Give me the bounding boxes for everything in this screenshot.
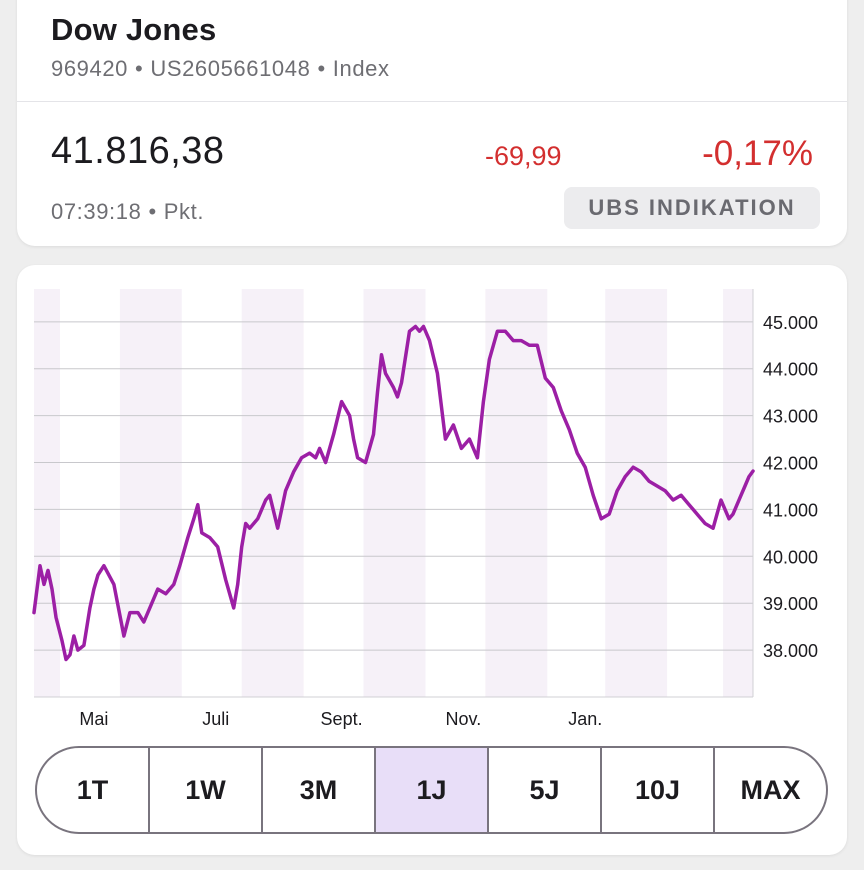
instrument-name: Dow Jones xyxy=(51,12,217,47)
change-percent: -0,17% xyxy=(702,134,813,173)
current-price: 41.816,38 xyxy=(51,130,225,172)
range-button-3m[interactable]: 3M xyxy=(261,748,374,832)
instrument-type: Index xyxy=(332,56,390,81)
range-button-5j[interactable]: 5J xyxy=(487,748,600,832)
x-tick-label: Mai xyxy=(79,709,108,729)
y-tick-label: 45.000 xyxy=(763,313,818,333)
range-button-1t[interactable]: 1T xyxy=(76,774,109,805)
quote-card: Dow Jones 969420 • US2605661048 • Index 41.8… xyxy=(17,0,847,246)
time-range-selector: 1T 1W 3M 1J 5J 10J MAX xyxy=(35,746,828,834)
y-tick-label: 44.000 xyxy=(763,360,818,380)
separator: • xyxy=(317,56,326,81)
ubs-indication-badge: UBS INDIKATION xyxy=(564,187,820,229)
x-tick-label: Juli xyxy=(202,709,229,729)
x-tick-label: Nov. xyxy=(446,709,482,729)
price-line xyxy=(32,324,755,662)
y-tick-label: 43.000 xyxy=(763,407,818,427)
wkn: 969420 xyxy=(51,56,129,81)
y-tick-label: 38.000 xyxy=(763,641,818,661)
y-tick-label: 39.000 xyxy=(763,594,818,614)
month-band xyxy=(363,289,426,697)
change-absolute: -69,99 xyxy=(485,141,562,171)
y-tick-label: 42.000 xyxy=(763,454,818,474)
isin: US2605661048 xyxy=(150,56,311,81)
chart-card: 38.000 39.000 40.000 41.000 42.000 43.000 44.0… xyxy=(17,265,847,855)
x-tick-label: Sept. xyxy=(321,709,363,729)
month-band xyxy=(119,289,182,697)
price-chart[interactable]: 38.000 39.000 40.000 41.000 42.000 43.000 44.0… xyxy=(17,265,847,735)
range-button-1w[interactable]: 1W xyxy=(148,748,261,832)
month-band xyxy=(605,289,668,697)
range-button-max[interactable]: MAX xyxy=(713,748,826,832)
instrument-identifiers: 969420 • US2605661048 • Index xyxy=(51,56,390,82)
y-tick-label: 40.000 xyxy=(763,547,818,567)
separator: • xyxy=(135,56,144,81)
month-band xyxy=(723,289,753,697)
quote-time: 07:39:18 • Pkt. xyxy=(51,199,204,225)
timestamp: 07:39:18 xyxy=(51,199,142,224)
divider xyxy=(17,101,847,102)
x-tick-label: Jan. xyxy=(568,709,602,729)
month-band xyxy=(34,289,60,697)
price-unit: Pkt. xyxy=(163,199,205,224)
separator: • xyxy=(148,199,157,224)
range-button-1j[interactable]: 1J xyxy=(374,748,487,832)
month-band xyxy=(241,289,304,697)
range-button-10j[interactable]: 10J xyxy=(600,748,713,832)
y-tick-label: 41.000 xyxy=(763,500,818,520)
month-band xyxy=(485,289,548,697)
